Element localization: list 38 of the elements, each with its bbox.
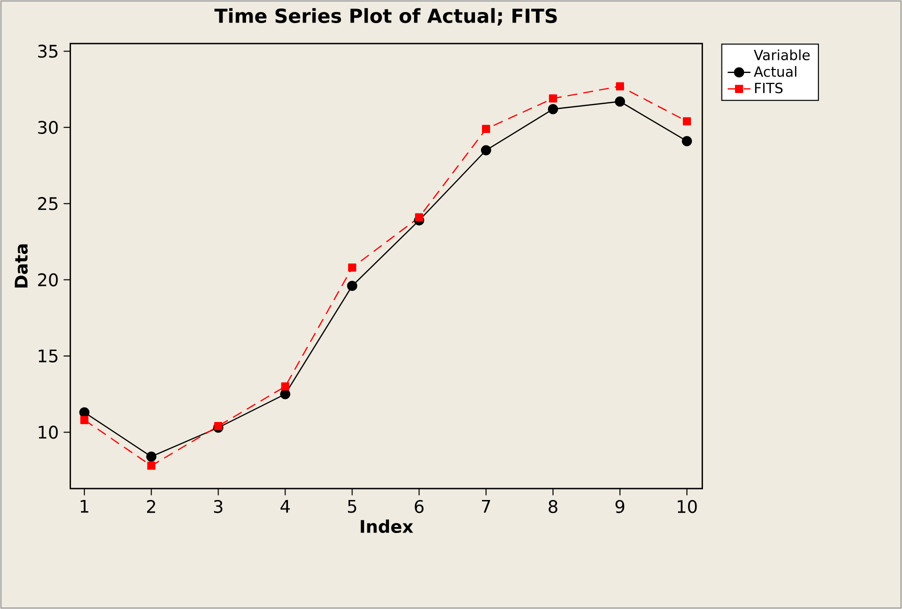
x-tick-label: 9	[616, 500, 624, 514]
y-tick-label: 20	[38, 273, 58, 286]
x-axis-title: Index	[360, 520, 414, 533]
x-tick-label: 2	[147, 500, 156, 513]
point	[614, 96, 626, 107]
x-tick-label: 10	[678, 500, 697, 514]
point	[548, 104, 558, 114]
legend-label: Actual	[754, 66, 796, 77]
point	[548, 94, 558, 103]
point	[281, 382, 290, 391]
x-tick-label: 1	[80, 500, 88, 513]
x-tick-label: 8	[548, 500, 558, 514]
point	[348, 264, 356, 272]
y-tick-label: 30	[38, 120, 58, 134]
legend-title: Variable	[754, 49, 810, 60]
y-axis-title: Data	[14, 244, 28, 288]
point	[415, 213, 424, 222]
legend-label: FITS	[755, 82, 783, 94]
point	[80, 416, 88, 424]
x-tick-label: 3	[214, 500, 222, 514]
x-tick-label: 4	[280, 500, 290, 513]
point	[147, 462, 156, 470]
point	[214, 422, 222, 430]
x-tick-label: 5	[348, 500, 356, 513]
x-tick-label: 6	[414, 500, 424, 514]
point	[682, 136, 692, 146]
x-tick-label: 7	[482, 500, 490, 513]
point	[482, 124, 490, 134]
y-tick-label: 10	[38, 426, 58, 439]
point	[682, 117, 691, 126]
point	[146, 451, 156, 462]
y-tick-label: 35	[38, 44, 58, 58]
point	[347, 280, 358, 292]
point	[480, 145, 492, 156]
chart-title: Time Series Plot of Actual; FITS	[214, 8, 557, 26]
point	[616, 82, 624, 90]
y-tick-label: 25	[38, 197, 58, 210]
y-tick-label: 15	[38, 350, 58, 362]
